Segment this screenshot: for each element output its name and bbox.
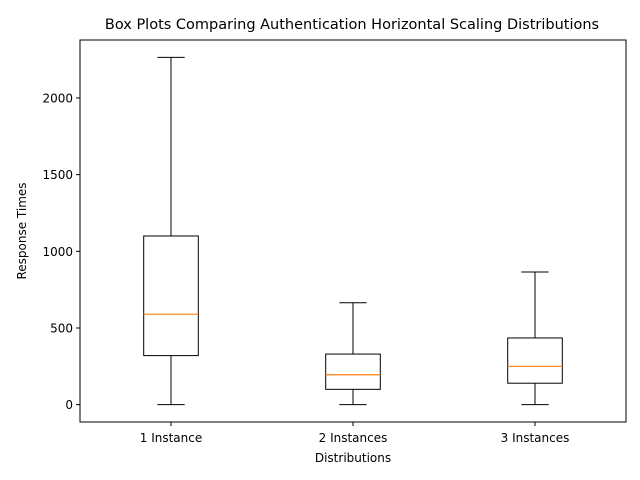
y-axis-label: Response Times: [15, 182, 29, 279]
y-tick-label: 1500: [42, 168, 73, 182]
y-tick-label: 500: [50, 321, 73, 335]
y-tick-label: 2000: [42, 91, 73, 105]
x-axis: 1 Instance 2 Instances 3 Instances: [140, 422, 570, 445]
box-plot-group: [507, 271, 563, 406]
y-tick-label: 1000: [42, 245, 73, 259]
y-axis: 0 500 1000 1500 2000: [42, 91, 80, 412]
iqr-box: [143, 235, 199, 357]
plot-area-frame: [79, 39, 627, 423]
box-plot-group: [325, 302, 381, 406]
iqr-box: [325, 353, 381, 390]
box-plot-group: [143, 56, 199, 406]
x-tick-label: 1 Instance: [140, 431, 203, 445]
x-axis-label: Distributions: [315, 451, 391, 465]
y-tick-label: 0: [65, 398, 73, 412]
iqr-box: [507, 337, 563, 384]
x-tick-label: 2 Instances: [319, 431, 388, 445]
x-tick-label: 3 Instances: [501, 431, 570, 445]
chart-title: Box Plots Comparing Authentication Horiz…: [105, 17, 599, 33]
boxes-layer: [143, 56, 563, 406]
